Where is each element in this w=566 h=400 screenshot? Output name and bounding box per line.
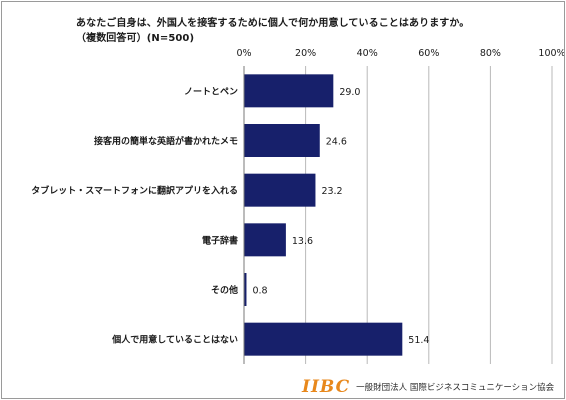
chart-subtitle: （複数回答可）(N=500) [76, 33, 195, 44]
bar [244, 223, 286, 257]
x-tick-label: 100% [538, 48, 564, 59]
category-label: タブレット・スマートフォンに翻訳アプリを入れる [31, 185, 238, 197]
bar [244, 322, 403, 356]
data-label: 24.6 [326, 137, 347, 148]
data-label: 29.0 [339, 87, 360, 98]
category-label: 接客用の簡単な英語が書かれたメモ [94, 135, 238, 147]
x-tick-label: 40% [357, 48, 378, 59]
category-label: 電子辞書 [202, 234, 238, 246]
x-tick-label: 0% [236, 48, 251, 59]
x-tick-label: 80% [480, 48, 501, 59]
category-label: ノートとペン [184, 86, 238, 97]
data-label: 23.2 [321, 186, 342, 197]
iibc-logo: IIBC 一般財団法人 国際ビジネスコミュニケーション協会 [302, 377, 554, 397]
x-tick-label: 60% [418, 48, 439, 59]
chart-title: あなたご自身は、外国人を接客するために個人で何か用意していることはありますか。 [76, 18, 470, 29]
bar [244, 273, 247, 306]
bar [244, 173, 316, 207]
category-label: 個人で用意していることはない [111, 334, 238, 346]
data-label: 13.6 [292, 236, 313, 247]
data-label: 51.4 [408, 335, 429, 346]
x-tick-label: 20% [295, 48, 316, 59]
organization-name: 一般財団法人 国際ビジネスコミュニケーション協会 [356, 383, 555, 393]
bar [244, 124, 320, 157]
category-label: その他 [211, 284, 238, 296]
iibc-logo-mark: IIBC [302, 377, 351, 397]
data-label: 0.8 [252, 286, 267, 297]
bar [244, 74, 334, 108]
